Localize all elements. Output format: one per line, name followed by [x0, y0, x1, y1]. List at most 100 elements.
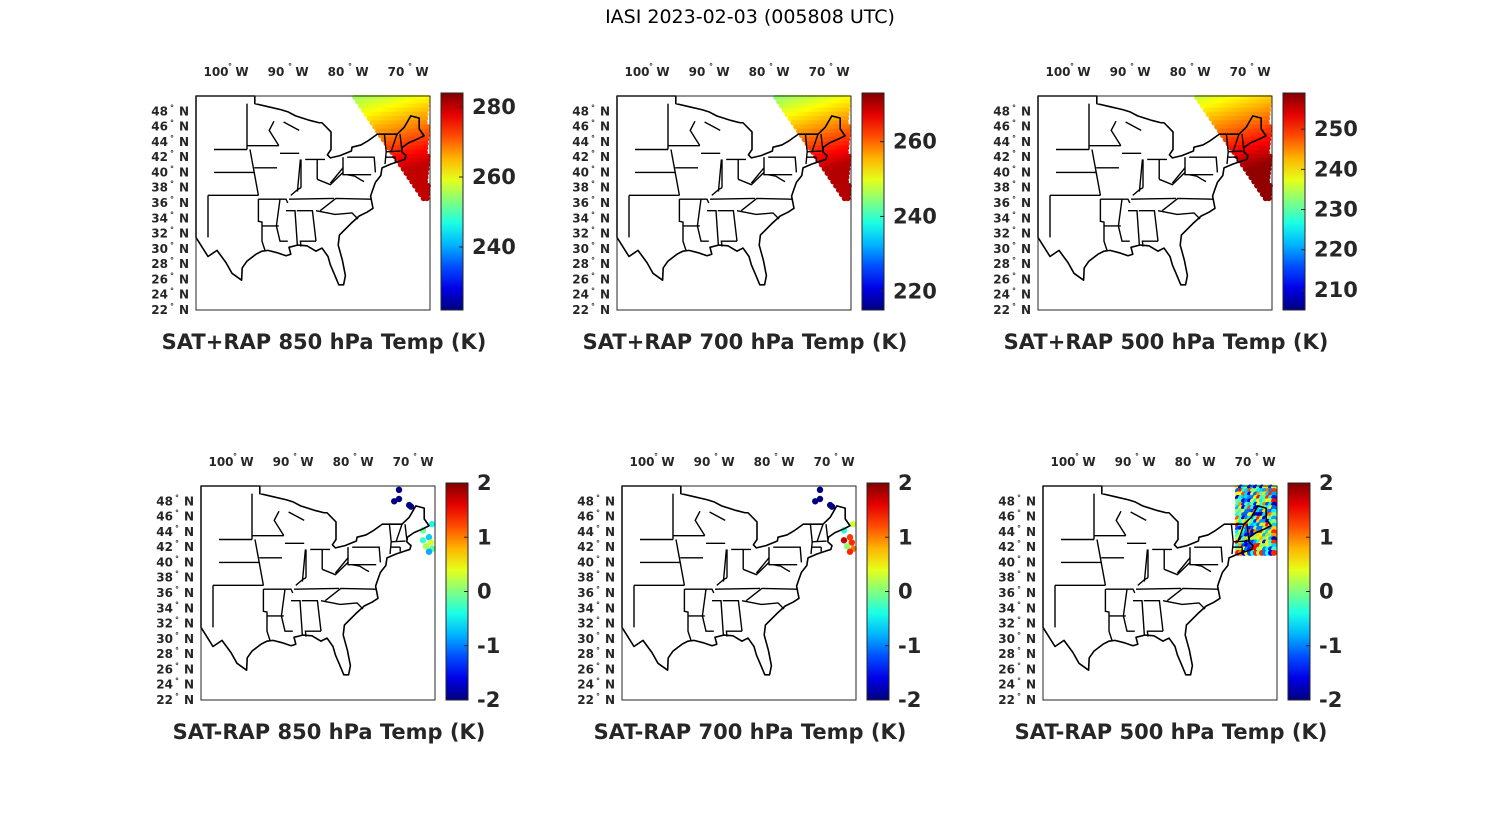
scatter-point [391, 498, 398, 505]
lat-tick-dir: N [600, 211, 610, 225]
state-border [275, 199, 288, 242]
scatter-point [1266, 124, 1273, 130]
lat-tick-dir: N [1021, 303, 1031, 317]
lat-tick-dir: N [605, 678, 615, 692]
scatter-point [424, 157, 431, 164]
scatter-point [424, 98, 430, 105]
lat-tick-dir: N [179, 104, 189, 118]
lat-tick-label: 24 [151, 288, 168, 302]
degree-symbol: ° [1017, 692, 1021, 701]
degree-symbol: ° [1012, 164, 1016, 173]
lat-tick-dir: N [1021, 227, 1031, 241]
lat-tick-dir: N [605, 571, 615, 585]
degree-symbol: ° [1195, 452, 1199, 461]
state-border [258, 198, 289, 204]
degree-symbol: ° [834, 452, 838, 461]
map-panel-sat-plus-rap-700: 100 ° W 90 ° W 80 ° W 70 ° W 48 ° N 46 ° N 44 ° N 42 ° N 40 ° N 38 °… [549, 60, 969, 360]
degree-symbol: ° [591, 134, 595, 143]
state-border [816, 523, 824, 543]
state-border [1166, 587, 1218, 602]
map-svg: 100 ° W 90 ° W 80 ° W 70 ° W48 ° N46 ° N44 ° N42 ° N40 ° N38 °… [156, 452, 500, 712]
state-border [1237, 523, 1245, 543]
lat-tick-dir: N [1021, 196, 1031, 210]
map-panel-sat-minus-rap-850: 100 ° W 90 ° W 80 ° W 70 ° W 48 ° N 46 ° N 44 ° N 42 ° N 40 ° N 38 °… [133, 450, 553, 750]
lat-tick-dir: N [600, 227, 610, 241]
degree-symbol: ° [1012, 119, 1016, 128]
scatter-point [423, 195, 430, 202]
lat-tick-dir: N [600, 104, 610, 118]
state-border [301, 549, 307, 582]
degree-symbol: ° [1017, 677, 1021, 686]
state-border [262, 589, 271, 641]
lat-tick-dir: N [600, 120, 610, 134]
lat-tick-dir: N [605, 540, 615, 554]
lat-tick-label: 36 [998, 586, 1015, 600]
degree-symbol: ° [591, 164, 595, 173]
state-border [304, 630, 321, 637]
state-border [288, 511, 305, 522]
state-border [696, 199, 709, 242]
degree-symbol: ° [413, 452, 417, 461]
colorbar [861, 92, 885, 311]
lat-tick-label: 28 [993, 257, 1010, 271]
scatter-point [423, 107, 430, 113]
map-panel-sat-plus-rap-850: 100 ° W 90 ° W 80 ° W 70 ° W 48 ° N 46 ° N 44 ° N 42 ° N 40 ° N 38 °… [128, 60, 548, 360]
lon-tick-label: 90 [1115, 455, 1132, 469]
colorbar-tick-label: 1 [1319, 525, 1334, 549]
degree-symbol: ° [769, 62, 773, 71]
state-border [290, 187, 302, 196]
lat-tick-label: 46 [993, 120, 1010, 134]
scatter-point [843, 543, 851, 550]
lon-tick-label: 80 [1170, 65, 1187, 79]
lat-tick-dir: N [600, 181, 610, 195]
scatter-point [395, 486, 403, 494]
scatter-point [844, 111, 850, 118]
degree-symbol: ° [1130, 62, 1134, 71]
lat-tick-label: 30 [572, 242, 589, 256]
lat-tick-label: 26 [156, 662, 173, 676]
map-frame [195, 95, 431, 311]
lon-tick-label: 90 [1110, 65, 1127, 79]
lat-tick-dir: N [1026, 510, 1036, 524]
state-border [347, 174, 365, 183]
degree-symbol: ° [591, 271, 595, 280]
lon-tick-dir: W [836, 65, 849, 79]
lat-tick-label: 32 [577, 617, 594, 631]
colorbar-tick-label: -2 [898, 688, 921, 712]
lat-tick-dir: N [179, 165, 189, 179]
scatter-point [1267, 153, 1273, 160]
lon-tick-dir: W [776, 65, 789, 79]
lat-tick-dir: N [184, 601, 194, 615]
scatter-point [1266, 187, 1273, 193]
degree-symbol: ° [591, 241, 595, 250]
lon-tick-dir: W [415, 65, 428, 79]
lat-tick-label: 34 [151, 211, 168, 225]
state-border [1189, 547, 1219, 566]
lat-tick-label: 38 [577, 571, 594, 585]
lat-tick-dir: N [1026, 571, 1036, 585]
scatter-point [844, 195, 851, 202]
state-border [263, 588, 294, 594]
lat-tick-label: 48 [993, 104, 1010, 118]
scatter-points [773, 94, 852, 202]
scatter-point [840, 537, 848, 544]
map-svg: 100 ° W 90 ° W 80 ° W 70 ° W48 ° N46 ° N44 ° N42 ° N40 ° N38 °… [993, 62, 1358, 317]
lat-tick-label: 22 [577, 693, 594, 707]
lat-tick-dir: N [1026, 662, 1036, 676]
scatter-point [1264, 149, 1270, 155]
scatter-point [843, 174, 850, 181]
colorbar-tick-label: 0 [477, 580, 492, 604]
lat-tick-dir: N [605, 662, 615, 676]
colorbar-tick-label: 230 [1314, 198, 1358, 222]
lat-tick-label: 36 [577, 586, 594, 600]
lat-tick-label: 40 [151, 165, 168, 179]
state-border [296, 209, 317, 242]
state-border [1091, 149, 1102, 196]
lat-tick-dir: N [1026, 555, 1036, 569]
colorbar-tick-label: -1 [1319, 634, 1342, 658]
state-border [763, 157, 793, 176]
lon-tick-dir: W [1262, 455, 1275, 469]
coastline [1042, 485, 1272, 676]
scatter-points [352, 94, 431, 202]
lat-tick-label: 36 [572, 196, 589, 210]
